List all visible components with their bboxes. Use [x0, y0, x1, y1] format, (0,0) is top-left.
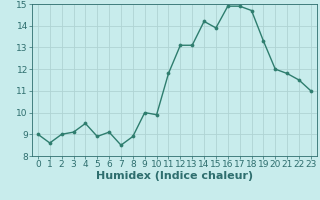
X-axis label: Humidex (Indice chaleur): Humidex (Indice chaleur): [96, 171, 253, 181]
